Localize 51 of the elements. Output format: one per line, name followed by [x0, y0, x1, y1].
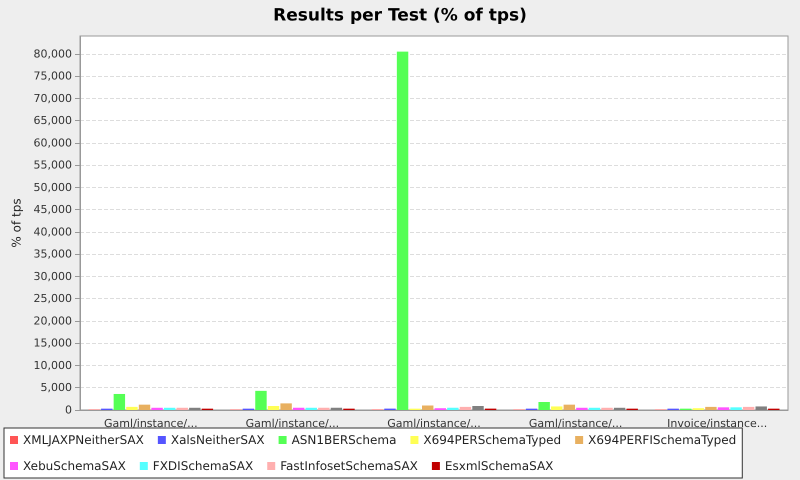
legend-label: XebuSchemaSAX — [23, 459, 126, 473]
legend-label: XalsNeitherSAX — [170, 433, 265, 447]
y-tick-label: 65,000 — [34, 114, 72, 128]
y-tick-label: 0 — [65, 404, 72, 416]
bar — [280, 403, 292, 410]
bar — [730, 407, 742, 410]
x-tick-label: Gaml/instance/... — [246, 417, 340, 430]
bar — [564, 404, 576, 410]
bar — [422, 406, 434, 410]
x-tick-label: Invoice/instance... — [667, 417, 768, 430]
y-tick-label: 35,000 — [34, 248, 72, 261]
y-tick-label: 20,000 — [34, 314, 72, 328]
y-axis-title: % of tps — [10, 198, 24, 248]
legend-label: X694PERSchemaTyped — [423, 433, 562, 447]
legend-label: EsxmlSchemaSAX — [444, 459, 554, 473]
bar — [114, 394, 126, 410]
y-tick-label: 80,000 — [34, 47, 72, 60]
legend-label: FastInfosetSchemaSAX — [280, 459, 418, 473]
bar — [255, 390, 267, 410]
bar — [138, 404, 150, 410]
bar — [718, 407, 730, 410]
bar — [742, 406, 754, 410]
y-tick-label: 50,000 — [34, 180, 72, 194]
x-tick-label: Gaml/instance/... — [104, 417, 198, 430]
bar — [705, 406, 717, 410]
bar — [472, 406, 484, 410]
chart-title: Results per Test (% of tps) — [273, 6, 527, 26]
y-tick-label: 30,000 — [34, 270, 72, 283]
y-tick-label: 60,000 — [34, 136, 72, 150]
bar — [755, 406, 767, 410]
legend-label: ASN1BERSchema — [292, 433, 396, 447]
y-tick-label: 55,000 — [34, 158, 72, 172]
y-tick-label: 10,000 — [34, 358, 72, 372]
legend-label: XMLJAXPNeitherSAX — [23, 433, 144, 447]
legend-label: X694PERFISchemaTyped — [588, 433, 736, 447]
y-tick-label: 45,000 — [34, 203, 72, 216]
legend-label: FXDISchemaSAX — [152, 459, 254, 473]
bar — [268, 406, 280, 410]
y-tick-label: 5,000 — [40, 381, 72, 394]
y-tick-label: 75,000 — [34, 70, 72, 83]
x-tick-label: Gaml/instance/... — [387, 417, 481, 430]
bar — [460, 406, 472, 410]
y-tick-label: 25,000 — [34, 292, 72, 306]
y-tick-label: 15,000 — [34, 336, 72, 350]
y-tick-label: 40,000 — [34, 225, 72, 238]
bar — [126, 406, 138, 410]
bar — [538, 402, 550, 410]
bar — [396, 52, 408, 410]
x-tick-label: Gaml/instance/... — [528, 417, 622, 430]
bar — [551, 406, 562, 410]
y-tick-label: 70,000 — [34, 92, 72, 105]
